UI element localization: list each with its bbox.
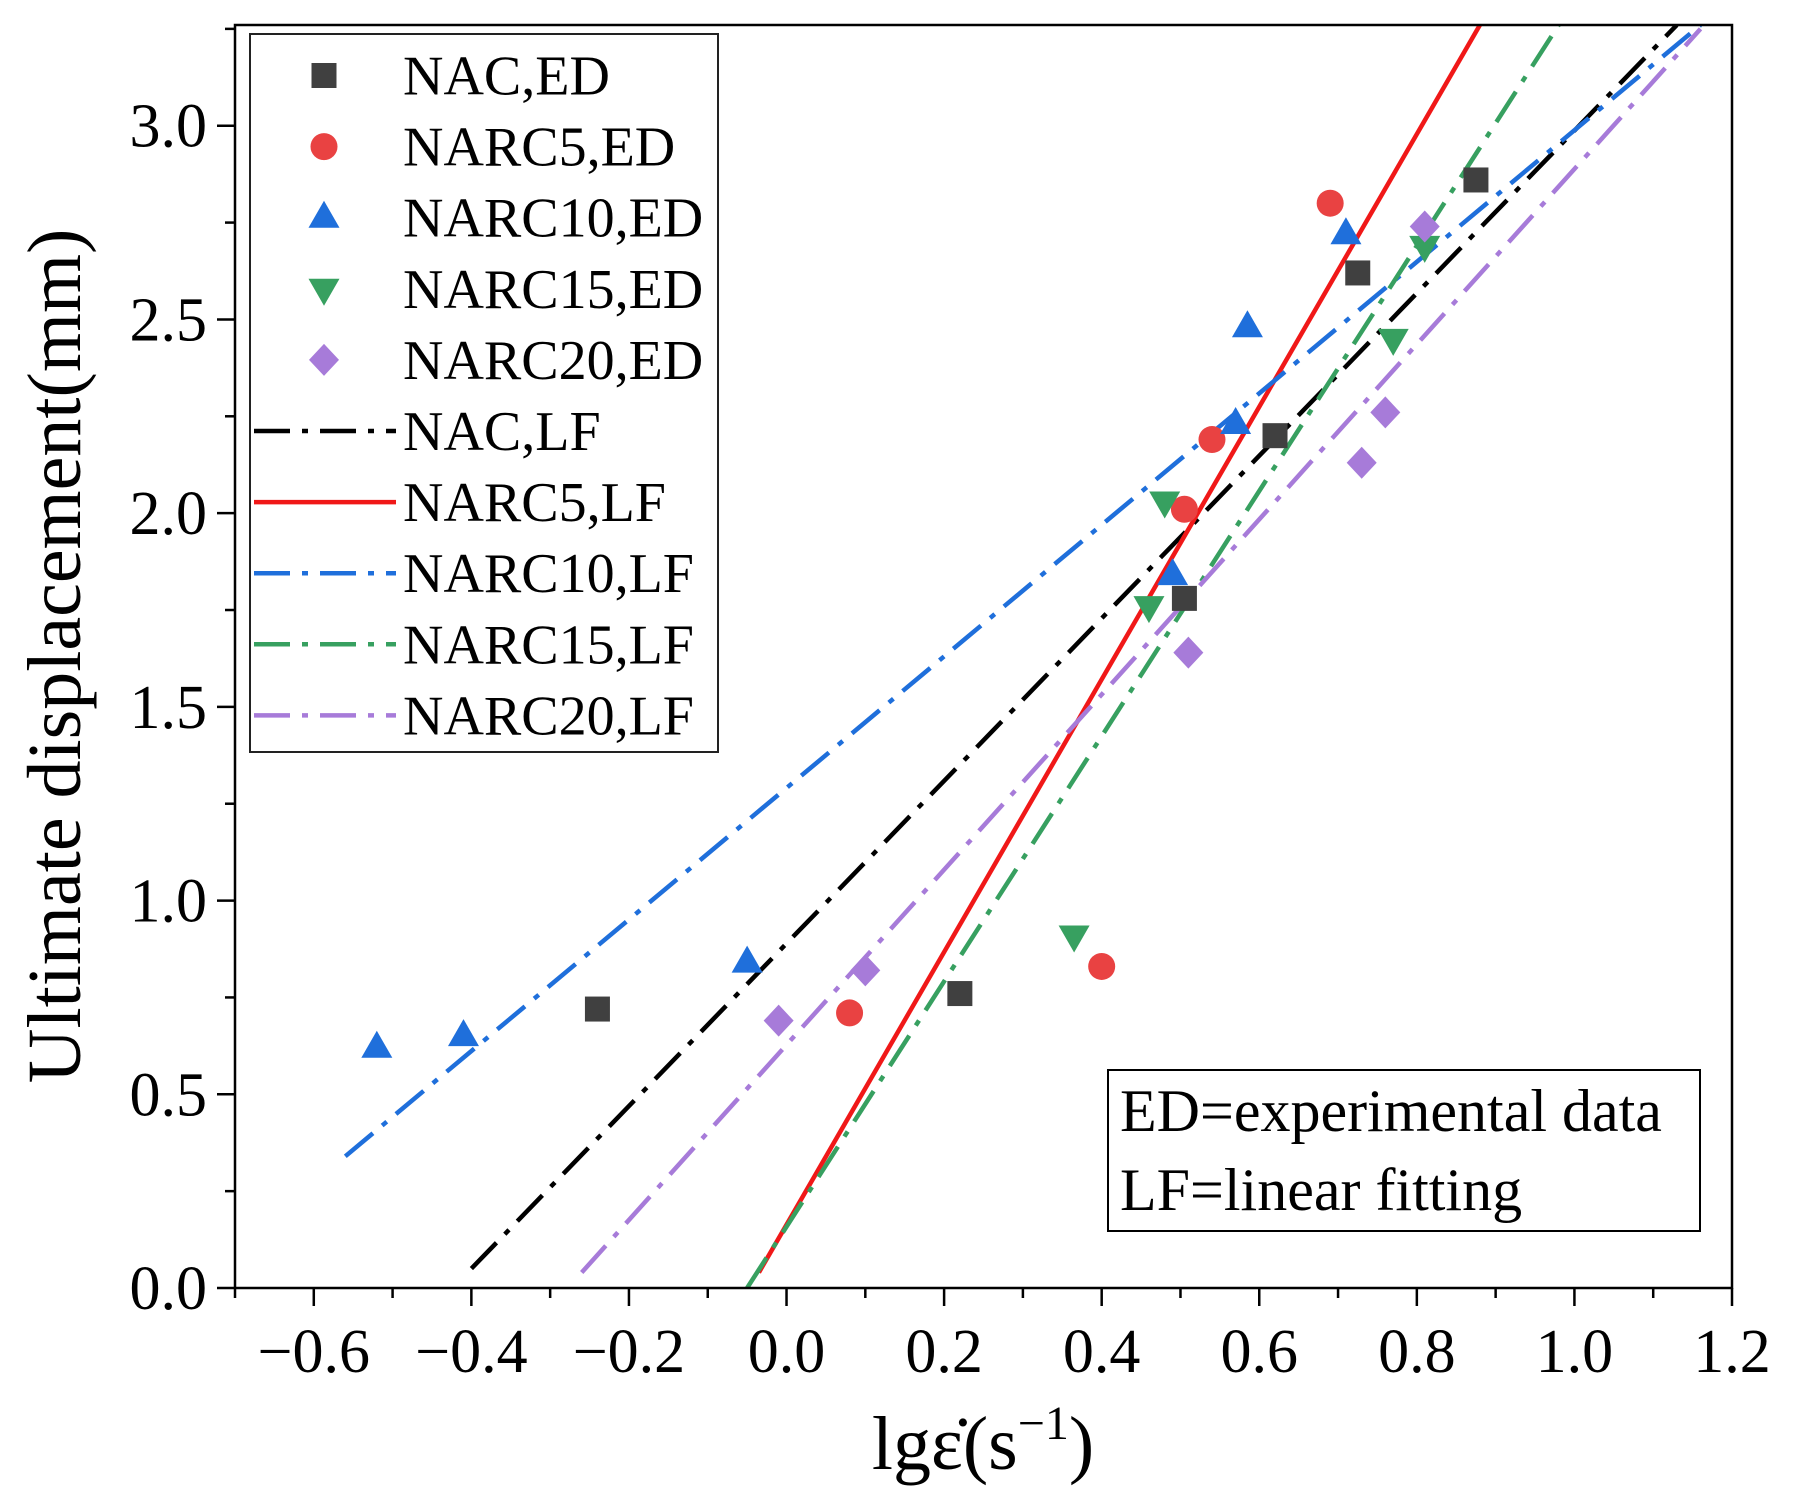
legend-marker xyxy=(308,200,340,228)
fit-line-narc5-lf xyxy=(756,25,1482,1274)
y-tick-label: 3.0 xyxy=(130,93,208,161)
axis-ticks xyxy=(217,27,1734,1306)
data-point-narc20-ed xyxy=(763,1004,794,1037)
x-axis-label-close: ) xyxy=(1069,1402,1094,1486)
x-axis-label-base: lgε̇(s xyxy=(872,1402,1018,1486)
data-point-narc15-ed xyxy=(1133,596,1165,624)
data-point-narc10-ed xyxy=(1157,558,1189,586)
data-point-narc15-ed xyxy=(1058,925,1090,953)
y-tick-label: 2.0 xyxy=(130,480,208,548)
plot-frame xyxy=(233,23,1734,1290)
x-tick-label: −0.6 xyxy=(258,1318,370,1386)
data-point-nac-ed xyxy=(1171,585,1197,611)
data-point-nac-ed xyxy=(1345,260,1371,286)
y-tick-label: 0.5 xyxy=(130,1061,208,1129)
legend-label: NARC20,LF xyxy=(403,685,694,747)
y-tick-label: 2.5 xyxy=(130,286,208,354)
data-point-narc20-ed xyxy=(850,954,881,987)
data-point-narc5-ed xyxy=(836,999,864,1027)
fit-line-narc20-lf xyxy=(580,27,1703,1275)
annotation-line-lf: LF=linear fitting xyxy=(1120,1157,1522,1223)
x-tick-label: 1.0 xyxy=(1536,1318,1614,1386)
legend-label: NARC5,ED xyxy=(403,117,675,179)
x-tick-label: −0.2 xyxy=(573,1318,685,1386)
legend-marker xyxy=(311,63,337,88)
legend-item-narc15-ed: NARC15,ED xyxy=(308,259,703,321)
data-point-narc10-ed xyxy=(361,1030,393,1058)
data-point-narc10-ed xyxy=(1220,407,1252,435)
data-point-narc15-ed xyxy=(1409,235,1441,263)
legend-label: NARC15,ED xyxy=(403,259,703,321)
legend-marker xyxy=(308,278,340,306)
data-point-nac-ed xyxy=(584,996,610,1022)
x-tick-label: 0.6 xyxy=(1221,1318,1299,1386)
tick-labels: −0.6 −0.4 −0.2 0.0 0.2 0.4 0.6 0.8 1.0 1.2 0.0 0.5 1… xyxy=(130,93,1771,1386)
data-point-narc5-ed xyxy=(1316,189,1344,217)
annotation-box: ED=experimental data LF=linear fitting xyxy=(1107,1069,1701,1232)
fit-line-narc10-lf xyxy=(343,25,1702,1159)
y-axis-label: Ultimate displacement(mm) xyxy=(13,229,97,1084)
legend-label: NARC15,LF xyxy=(403,614,694,676)
legend-marker xyxy=(310,133,338,161)
x-tick-label: −0.4 xyxy=(415,1318,527,1386)
legend-label: NARC5,LF xyxy=(403,472,666,534)
data-point-narc20-ed xyxy=(1346,446,1377,479)
legend-label: NAC,ED xyxy=(403,46,610,108)
legend-item-narc15-lf: NARC15,LF xyxy=(254,614,694,676)
legend-label: NARC10,LF xyxy=(403,543,694,605)
legend-label: NARC20,ED xyxy=(403,330,703,392)
x-axis-label: lgε̇(s−1) xyxy=(872,1397,1094,1486)
y-tick-label: 0.0 xyxy=(130,1255,208,1323)
legend-item-narc5-lf: NARC5,LF xyxy=(254,472,666,534)
data-point-narc10-ed xyxy=(447,1019,479,1047)
data-point-narc10-ed xyxy=(1231,310,1263,338)
legend-item-nac-lf: NAC,LF xyxy=(254,401,601,463)
annotation-line-ed: ED=experimental data xyxy=(1120,1078,1662,1144)
y-tick-label: 1.5 xyxy=(130,674,208,742)
legend-label: NAC,LF xyxy=(403,401,601,463)
legend-marker xyxy=(309,343,339,376)
data-markers xyxy=(361,167,1489,1058)
legend-item-nac-ed: NAC,ED xyxy=(311,46,610,108)
legend-item-narc10-lf: NARC10,LF xyxy=(254,543,694,605)
x-tick-label: 0.8 xyxy=(1378,1318,1456,1386)
x-tick-label: 0.0 xyxy=(748,1318,826,1386)
data-point-narc15-ed xyxy=(1377,328,1409,356)
legend-item-narc20-lf: NARC20,LF xyxy=(254,685,694,747)
legend-item-narc5-ed: NARC5,ED xyxy=(310,117,675,179)
data-point-narc5-ed xyxy=(1088,952,1116,980)
data-point-narc10-ed xyxy=(1330,217,1362,245)
x-tick-label: 0.4 xyxy=(1063,1318,1141,1386)
legend-item-narc10-ed: NARC10,ED xyxy=(308,188,703,250)
legend-item-narc20-ed: NARC20,ED xyxy=(309,330,703,392)
y-tick-label: 1.0 xyxy=(130,868,208,936)
annotation-frame xyxy=(1107,1069,1701,1232)
data-point-narc15-ed xyxy=(1149,491,1181,519)
data-point-narc10-ed xyxy=(731,945,763,973)
fit-line-narc15-lf xyxy=(745,25,1561,1288)
fit-lines xyxy=(343,25,1703,1288)
data-point-nac-ed xyxy=(1262,423,1288,449)
fit-line-nac-lf xyxy=(469,25,1679,1271)
x-tick-label: 1.2 xyxy=(1693,1318,1771,1386)
data-point-narc5-ed xyxy=(1198,426,1226,454)
data-point-nac-ed xyxy=(947,981,973,1007)
x-axis-label-superscript: −1 xyxy=(1018,1397,1069,1450)
legend: NAC,ED NARC5,ED NARC10,ED NARC15,ED NARC20,E… xyxy=(249,33,719,753)
data-point-narc20-ed xyxy=(1409,210,1440,243)
data-point-narc20-ed xyxy=(1370,396,1401,429)
x-tick-label: 0.2 xyxy=(905,1318,983,1386)
data-point-narc20-ed xyxy=(1173,636,1204,669)
legend-label: NARC10,ED xyxy=(403,188,703,250)
data-point-narc5-ed xyxy=(1170,495,1198,523)
data-point-nac-ed xyxy=(1463,167,1489,193)
